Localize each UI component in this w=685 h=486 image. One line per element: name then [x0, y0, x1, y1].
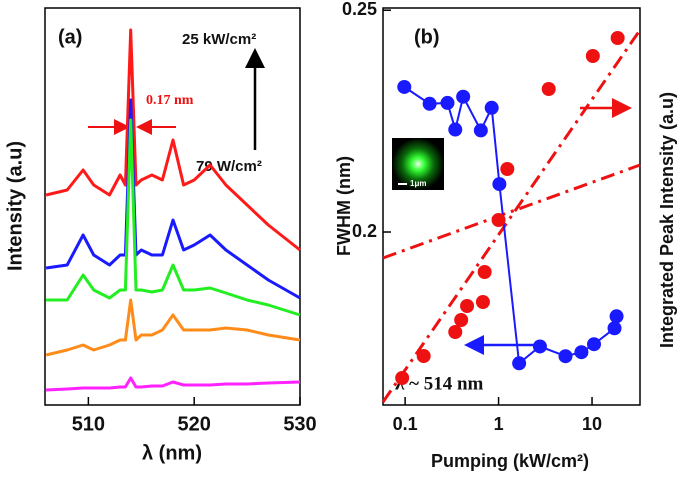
x-tick-label: 10: [582, 414, 602, 434]
inset-image: [392, 138, 444, 190]
data-point: [477, 265, 492, 279]
data-point: [532, 339, 547, 354]
data-point: [460, 299, 475, 313]
panel-label: (a): [58, 26, 82, 48]
y-tick-label: 0.25: [342, 0, 377, 19]
data-point: [500, 162, 515, 176]
annotation: 0.17 nm: [146, 93, 194, 108]
fit-line: [382, 163, 641, 260]
y-tick-label: 0.2: [352, 221, 377, 241]
data-point: [558, 349, 573, 364]
data-point: [440, 95, 455, 110]
data-point: [448, 122, 463, 137]
annotation: 79 W/cm²: [196, 158, 262, 175]
y-axis-title: Intensity (a.u): [4, 141, 26, 271]
data-point: [484, 100, 499, 115]
data-point: [397, 79, 412, 94]
panel-label: (b): [414, 26, 440, 48]
x-axis-title: λ (nm): [142, 442, 202, 464]
connect-line: [403, 86, 618, 366]
data-point: [541, 82, 556, 96]
y2-axis-title: Integrated Peak Intensity (a.u): [657, 92, 677, 348]
x-tick-label: 530: [283, 413, 316, 435]
data-point: [607, 321, 622, 336]
plot-frame: [382, 7, 641, 406]
scale-bar-label: 1μm: [410, 179, 426, 188]
x-tick-label: 0.1: [393, 414, 418, 434]
spectrum-line: [46, 376, 301, 392]
data-point: [395, 371, 410, 385]
y-axis-title: FWHM (nm): [334, 156, 354, 256]
spectrum-line: [45, 28, 301, 252]
data-point: [448, 325, 463, 339]
x-tick-label: 520: [178, 413, 211, 435]
annotation: λ ~ 514 nm: [395, 373, 484, 394]
data-point: [416, 349, 431, 363]
data-point: [422, 96, 437, 111]
x-tick-label: 1: [494, 414, 504, 434]
data-point: [587, 337, 602, 352]
plot-frame: [44, 7, 301, 406]
data-point: [574, 345, 589, 360]
data-point: [492, 177, 507, 192]
annotation: 25 kW/cm²: [182, 31, 256, 48]
data-point: [475, 295, 490, 309]
data-point: [609, 309, 624, 324]
data-point: [610, 31, 625, 45]
spectrum-line: [45, 298, 301, 357]
spectrum-line: [46, 118, 301, 317]
x-tick-label: 510: [72, 413, 105, 435]
data-point: [456, 89, 471, 104]
data-point: [473, 123, 488, 138]
data-point: [512, 356, 527, 371]
data-point: [454, 313, 469, 327]
data-point: [491, 213, 506, 227]
x-axis-title: Pumping (kW/cm²): [431, 451, 589, 471]
data-point: [585, 49, 600, 63]
spectrum-line: [45, 98, 301, 300]
